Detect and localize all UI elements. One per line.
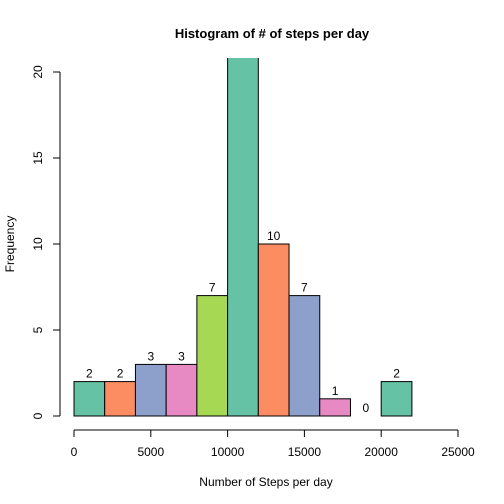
y-tick-label: 10 [31, 237, 45, 251]
data-label: 7 [209, 281, 216, 295]
bar [134, 363, 167, 417]
data-label: 3 [147, 349, 154, 363]
y-tick-label: 0 [31, 412, 45, 419]
bar [380, 381, 413, 417]
data-label: 10 [267, 229, 281, 243]
data-label: 0 [362, 401, 369, 415]
bar [104, 381, 136, 417]
bar [227, 58, 259, 417]
x-tick-label: 0 [71, 445, 78, 459]
data-label: 2 [393, 367, 400, 381]
data-label: 2 [86, 367, 93, 381]
data-label: 1 [332, 384, 339, 398]
bar [73, 381, 106, 417]
data-label: 3 [178, 349, 185, 363]
y-tick-label: 15 [31, 151, 45, 165]
x-tick-label: 15000 [288, 445, 322, 459]
x-axis-label: Number of Steps per day [199, 475, 332, 489]
data-label: 2 [117, 367, 124, 381]
bar [288, 295, 321, 417]
bar [196, 295, 229, 417]
y-tick-label: 20 [31, 65, 45, 79]
x-tick-label: 10000 [211, 445, 245, 459]
bar [165, 363, 198, 417]
data-label: 7 [301, 281, 308, 295]
bar [257, 243, 290, 417]
chart-title: Histogram of # of steps per day [175, 26, 370, 41]
y-axis-label: Frequency [3, 216, 17, 273]
plot-area: 2233724107102 [73, 0, 413, 417]
x-tick-label: 5000 [137, 445, 164, 459]
bar [319, 398, 351, 417]
x-tick-label: 25000 [441, 445, 475, 459]
x-tick-label: 20000 [365, 445, 399, 459]
data-label: 24 [236, 0, 250, 2]
y-tick-label: 5 [31, 326, 45, 333]
